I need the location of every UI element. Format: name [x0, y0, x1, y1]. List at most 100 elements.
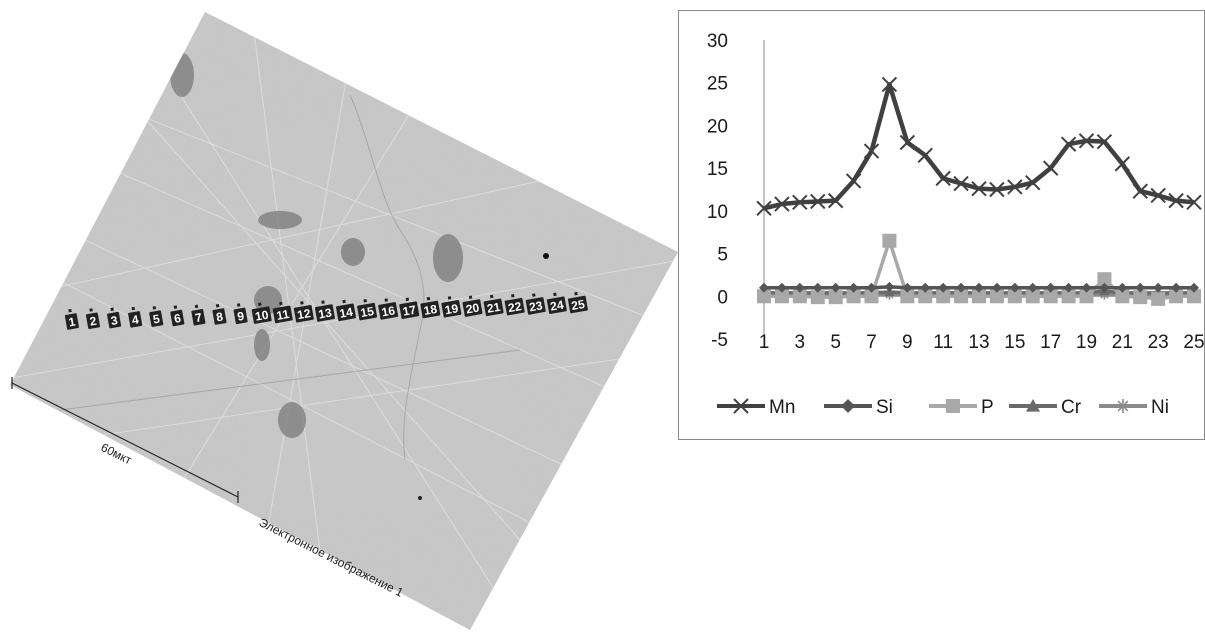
- data-point: [972, 289, 986, 304]
- spectrum-marker: 22: [504, 294, 525, 316]
- spectrum-marker: 3: [107, 307, 122, 329]
- data-point: [1027, 282, 1038, 293]
- spectrum-marker-box: [462, 299, 483, 317]
- spectrum-marker-label: 6: [173, 311, 182, 326]
- data-point: [1007, 289, 1022, 304]
- data-point: [935, 170, 951, 187]
- spectrum-marker-dot: [342, 299, 346, 304]
- spectrum-marker-label: 25: [570, 297, 586, 313]
- data-point: [1078, 133, 1095, 149]
- spectrum-marker: 20: [462, 295, 483, 317]
- data-point: [792, 194, 808, 211]
- data-point: [918, 289, 933, 304]
- data-point: [864, 289, 879, 304]
- spectrum-marker-box: [525, 297, 546, 315]
- data-point: [1151, 291, 1166, 306]
- data-point: [845, 173, 862, 189]
- data-point: [1114, 156, 1131, 172]
- spectrum-marker-dot: [405, 297, 410, 302]
- spectrum-marker: 16: [378, 298, 399, 320]
- data-point: [1189, 282, 1199, 293]
- spectrum-marker-dot: [553, 292, 557, 297]
- spectrum-marker-label: 21: [486, 300, 502, 316]
- data-point: [756, 200, 772, 217]
- x-tick-label: 21: [1112, 332, 1133, 353]
- spectrum-marker-dot: [194, 304, 199, 309]
- data-point: [1079, 289, 1094, 304]
- micrograph-svg: 1 2 3 4 5 6 7 8 9 10 11 12 13 14 15 16 17 18 19 20 21 22 23 24 2…: [10, 12, 678, 630]
- data-point: [1153, 282, 1164, 293]
- spectrum-marker-box: [85, 312, 101, 330]
- legend: Mn Si P Cr Ni: [717, 397, 1169, 418]
- data-point: [1025, 289, 1040, 304]
- series-p: [757, 233, 1201, 306]
- data-point: [1116, 399, 1130, 413]
- data-point: [899, 134, 916, 151]
- spectrum-marker: 6: [170, 305, 185, 327]
- spectrum-marker-box: [420, 300, 441, 319]
- x-tick-label: 19: [1076, 332, 1097, 353]
- spectrum-marker: 13: [314, 300, 335, 322]
- y-tick-label: 25: [707, 74, 728, 95]
- data-point: [1187, 289, 1201, 304]
- data-point: [938, 282, 949, 293]
- x-tick-label: 11: [933, 332, 953, 353]
- x-tick-label: 7: [866, 332, 877, 353]
- data-point: [900, 289, 915, 304]
- data-point: [1026, 399, 1040, 412]
- data-point: [1081, 282, 1092, 293]
- data-point: [1135, 282, 1146, 293]
- spectrum-marker-label: 2: [89, 314, 98, 329]
- spectrum-marker: 17: [399, 297, 420, 319]
- spectrum-marker: 18: [420, 296, 441, 319]
- y-tick-label: 20: [707, 116, 728, 137]
- legend-label: Ni: [1151, 397, 1169, 418]
- spectrum-marker-box: [149, 310, 164, 327]
- spectrum-marker: 25: [567, 291, 588, 314]
- series-layer: [756, 76, 1202, 306]
- data-point: [954, 289, 969, 304]
- spectrum-marker-label: 22: [507, 299, 523, 315]
- data-point: [1096, 133, 1113, 150]
- data-point: [846, 289, 861, 304]
- spectrum-marker-dot: [215, 303, 220, 308]
- spectrum-marker-label: 19: [444, 301, 460, 317]
- spectrum-marker-box: [483, 298, 504, 317]
- spectrum-marker-dot: [363, 299, 367, 303]
- spectrum-marker-box: [191, 308, 206, 326]
- data-point: [1061, 289, 1076, 304]
- data-point: [1063, 282, 1074, 293]
- spectrum-marker-label: 11: [275, 307, 290, 323]
- data-point: [917, 147, 933, 164]
- spectrum-marker-label: 15: [359, 304, 375, 320]
- spectrum-marker: 21: [483, 294, 504, 317]
- y-tick-label: 5: [717, 245, 728, 266]
- data-point: [792, 289, 807, 304]
- data-point: [841, 399, 855, 413]
- x-tick-label: 5: [830, 332, 841, 353]
- series-mn: [756, 76, 1202, 217]
- x-tick-label: 25: [1183, 332, 1204, 353]
- spectrum-marker: 23: [525, 293, 546, 315]
- spectrum-marker-box: [335, 303, 357, 322]
- spectrum-marker-box: [233, 307, 248, 325]
- spectrum-marker-box: [546, 296, 567, 315]
- spectrum-marker-box: [399, 301, 420, 319]
- spectrum-marker-label: 12: [296, 306, 312, 322]
- spectrum-marker: 10: [251, 302, 272, 324]
- spectrum-marker-label: 16: [380, 303, 396, 319]
- spectrum-marker-box: [170, 309, 185, 327]
- data-point: [759, 282, 769, 293]
- data-point: [828, 290, 843, 305]
- data-point: [863, 143, 880, 159]
- spectrum-marker-box: [64, 313, 79, 330]
- spectrum-marker-box: [357, 302, 378, 321]
- spectrum-marker-label: 18: [423, 302, 439, 318]
- spectrum-markers: 1 2 3 4 5 6 7 8 9 10 11 12 13 14 15 16 17 18 19 20 21 22 23 24 2…: [64, 291, 588, 330]
- data-point: [1115, 289, 1130, 304]
- spectrum-marker-label: 24: [549, 298, 565, 314]
- spectrum-marker-label: 3: [110, 313, 119, 328]
- data-point: [946, 399, 960, 413]
- spectrum-marker-dot: [447, 296, 452, 300]
